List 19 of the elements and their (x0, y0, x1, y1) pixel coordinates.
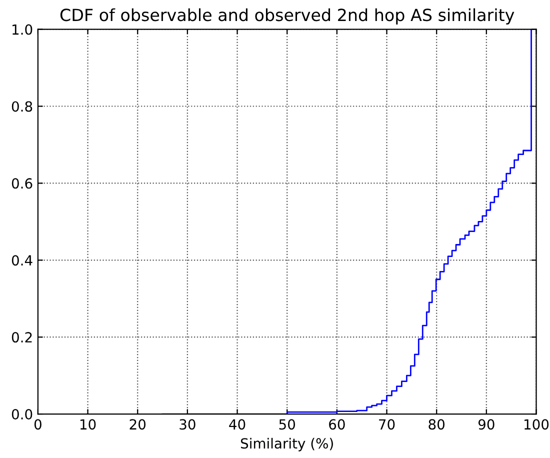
x-tick-label: 10 (80, 419, 96, 430)
x-tick-label: 50 (279, 419, 296, 430)
chart-title: CDF of observable and observed 2nd hop AS similarity (60, 8, 514, 24)
x-tick-label: 20 (130, 419, 146, 430)
x-tick-label: 40 (229, 419, 246, 430)
y-tick-label: 0.6 (12, 178, 32, 189)
y-tick-label: 0.0 (12, 409, 32, 420)
x-tick-label: 60 (329, 419, 345, 430)
y-tick-label: 0.4 (12, 255, 32, 266)
x-tick-label: 70 (379, 419, 395, 430)
x-tick-label: 30 (180, 419, 196, 430)
y-tick-label: 0.2 (12, 332, 32, 343)
x-tick-label: 100 (524, 419, 549, 430)
x-tick-label: 90 (478, 419, 494, 430)
x-axis-title: Similarity (%) (240, 438, 333, 452)
y-tick-label: 0.8 (12, 101, 32, 112)
x-tick-label: 80 (428, 419, 445, 430)
x-tick-label: 0 (34, 419, 42, 430)
y-tick-label: 1.0 (12, 24, 32, 35)
